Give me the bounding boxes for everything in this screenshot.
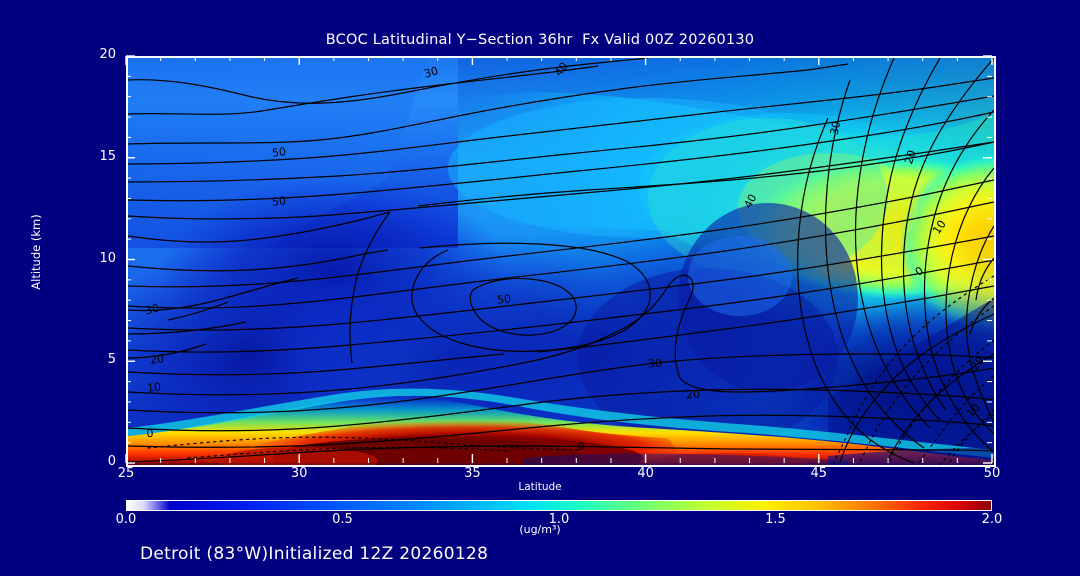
svg-text:30: 30 — [648, 357, 663, 371]
figure-title: BCOC Latitudinal Y−Section 36hr Fx Valid… — [325, 32, 755, 48]
colorbar-tick-label: 1.5 — [765, 512, 786, 527]
y-axis-label: Altitude (km) — [29, 214, 43, 290]
colorbar-tick-label: 0.5 — [332, 512, 353, 527]
colorbar-units: (ug/m³) — [519, 523, 561, 536]
contour-labels: 50 50 50 40 40 30 30 30 30 20 20 20 10 1… — [144, 60, 987, 453]
x-axis-label: Latitude — [518, 481, 562, 493]
svg-text:50: 50 — [496, 292, 511, 306]
x-tick-label: 45 — [810, 466, 828, 481]
svg-text:30: 30 — [828, 120, 844, 136]
y-tick-label: 0 — [107, 454, 116, 469]
svg-text:30: 30 — [423, 64, 440, 80]
x-tick-label: 50 — [983, 466, 1001, 481]
svg-text:10: 10 — [930, 218, 949, 237]
colorbar-gradient — [127, 501, 991, 510]
figure-footer: Detroit (83°W)Initialized 12Z 20260128 — [140, 544, 489, 564]
contour-lines — [128, 58, 994, 464]
svg-text:20: 20 — [686, 388, 701, 402]
svg-text:50: 50 — [271, 194, 287, 209]
colorbar-tick-label: 2.0 — [981, 512, 1003, 527]
cross-section-field: 50 50 50 40 40 30 30 30 30 20 20 20 10 1… — [128, 58, 994, 465]
svg-text:40: 40 — [741, 192, 759, 210]
plot-area: 50 50 50 40 40 30 30 30 30 20 20 20 10 1… — [128, 58, 994, 465]
svg-text:0: 0 — [146, 427, 154, 440]
x-tick-label: 25 — [117, 466, 135, 481]
svg-text:30: 30 — [144, 301, 161, 317]
y-tick-label: 15 — [99, 148, 116, 164]
shaded-concentration-field — [128, 58, 994, 465]
x-tick-label: 30 — [290, 466, 308, 481]
y-tick-label: 20 — [99, 47, 116, 62]
colorbar-tick-label: 1.0 — [548, 512, 570, 527]
plot-frame: 50 50 50 40 40 30 30 30 30 20 20 20 10 1… — [126, 56, 996, 467]
svg-text:10: 10 — [146, 380, 161, 394]
svg-text:20: 20 — [149, 352, 165, 367]
x-tick-label: 40 — [637, 466, 654, 481]
x-tick-label: 35 — [464, 466, 481, 481]
svg-text:50: 50 — [271, 145, 287, 160]
svg-text:0: 0 — [578, 440, 585, 453]
negative-contour-lines — [147, 275, 994, 465]
colorbar-tick-label: 0.0 — [115, 512, 137, 527]
y-tick-label: 10 — [99, 250, 116, 266]
y-tick-label: 5 — [107, 352, 116, 368]
svg-text:20: 20 — [902, 148, 919, 165]
colorbar — [126, 500, 992, 511]
